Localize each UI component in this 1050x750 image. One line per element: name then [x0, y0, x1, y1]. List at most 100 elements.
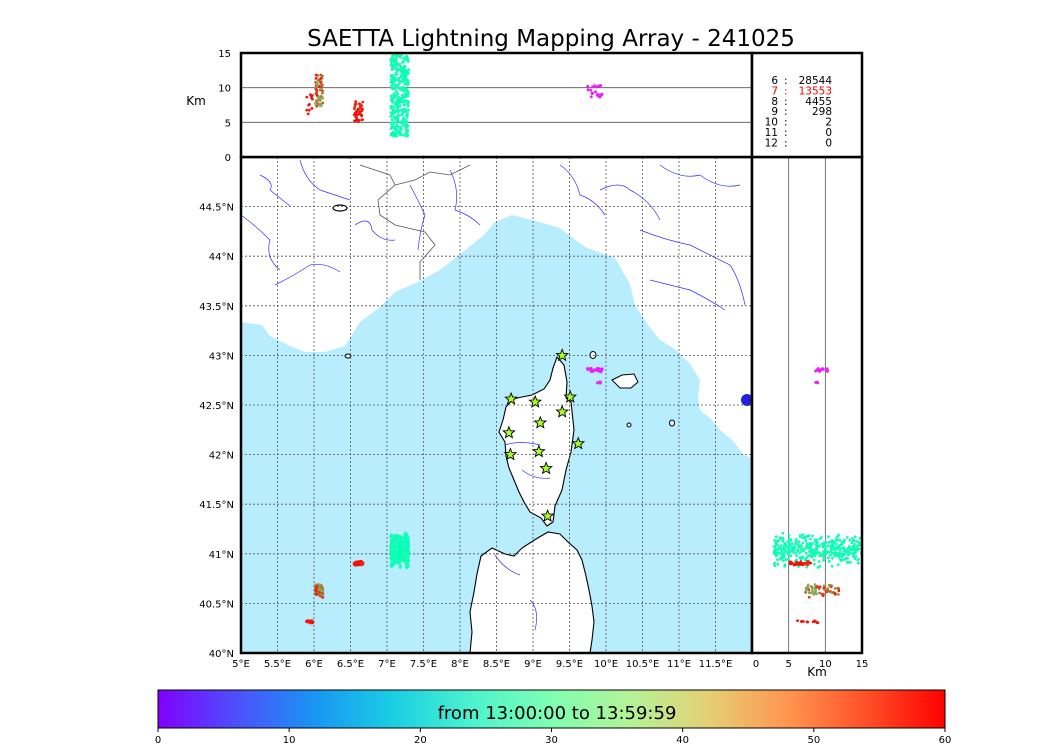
lightning-source: [406, 57, 410, 61]
source-count-value: 28544: [799, 75, 833, 87]
lightning-source: [801, 563, 805, 567]
lightning-source: [400, 108, 403, 112]
map-panel: [239, 155, 754, 655]
top-altitude-tick: 5: [225, 118, 231, 129]
lightning-source: [787, 553, 791, 557]
side-altitude-tick-labels: 0 5 10 15: [753, 659, 869, 670]
lightning-source: [803, 535, 807, 538]
lightning-source: [838, 549, 842, 553]
lat-tick-label: 44.5°N: [199, 203, 234, 214]
lightning-source: [851, 555, 855, 559]
lightning-source: [354, 100, 358, 103]
borders: [359, 164, 471, 280]
lightning-source: [305, 108, 309, 112]
source-count-value: 0: [825, 127, 832, 139]
lightning-source: [798, 534, 802, 537]
lightning-source: [823, 552, 827, 556]
lightning-source: [391, 54, 395, 58]
source-count-separator: :: [784, 117, 788, 129]
lightning-source: [359, 103, 363, 107]
lightning-source: [824, 369, 828, 372]
lightning-source: [804, 557, 808, 561]
lightning-source: [820, 536, 823, 539]
lightning-source: [787, 558, 790, 561]
lon-tick-label: 7°E: [378, 659, 396, 670]
lightning-source: [798, 562, 802, 565]
top-altitude-tick: 15: [218, 49, 231, 60]
lightning-source: [389, 94, 393, 98]
lightning-source: [392, 105, 396, 109]
side-altitude-tick: 5: [785, 659, 791, 670]
top-altitude-tick: 0: [225, 153, 231, 164]
lightning-source: [778, 536, 782, 540]
lightning-source: [815, 547, 818, 551]
lightning-source: [816, 566, 820, 569]
lightning-source: [814, 590, 817, 594]
source-count-separator: :: [784, 96, 788, 108]
lightning-source: [802, 620, 805, 623]
lightning-source: [315, 82, 319, 86]
colorbar-tick-label: 0: [155, 735, 161, 746]
lightning-source: [406, 104, 410, 108]
lightning-source: [305, 95, 309, 99]
lightning-source: [403, 110, 407, 114]
station-marker: [555, 348, 570, 362]
lon-altitude-panel: [239, 51, 754, 159]
lightning-source: [851, 544, 855, 548]
lightning-source: [406, 79, 410, 82]
lightning-source: [399, 65, 403, 69]
station-marker: [531, 444, 546, 458]
lightning-source: [397, 544, 401, 548]
lightning-source: [394, 557, 398, 561]
lon-tick-label: 10.5°E: [626, 659, 660, 670]
lon-tick-label: 8°E: [451, 659, 469, 670]
lightning-source: [401, 79, 404, 83]
lat-tick-label: 43.5°N: [199, 302, 234, 313]
station-marker: [504, 391, 518, 405]
lightning-source: [398, 62, 402, 66]
lightning-source: [776, 558, 779, 561]
lightning-source: [390, 60, 393, 64]
lightning-source: [394, 535, 398, 539]
lightning-source: [812, 593, 816, 596]
lightning-source: [814, 620, 817, 623]
elba-island: [611, 373, 639, 389]
lightning-source: [847, 549, 850, 553]
lightning-source: [404, 131, 407, 135]
lightning-source: [405, 55, 409, 58]
lightning-source: [806, 586, 810, 590]
lightning-source: [848, 551, 852, 555]
lightning-source: [823, 550, 827, 553]
lightning-source: [406, 68, 410, 72]
lightning-source: [394, 63, 397, 66]
lightning-source: [822, 586, 826, 590]
lightning-source: [817, 587, 821, 590]
top-altitude-tick: 10: [218, 84, 231, 95]
lightning-source: [841, 546, 845, 550]
lightning-source: [598, 93, 602, 97]
lon-altitude-sources: [305, 53, 604, 138]
lightning-source: [811, 542, 814, 545]
lightning-source: [394, 76, 398, 80]
lightning-source: [803, 562, 807, 566]
lightning-source: [787, 534, 791, 537]
lightning-source: [773, 564, 777, 568]
colorbar-tick-labels: 0 10 20 30 40 50 60: [155, 728, 951, 746]
lightning-source: [394, 72, 398, 75]
lightning-source: [814, 540, 817, 544]
corsica-island: [498, 355, 575, 527]
lightning-source: [830, 540, 834, 543]
lightning-source: [317, 84, 321, 88]
latitude-tick-labels: 40°N 40.5°N 41°N 41.5°N 42°N 42.5°N 43°N 43.5°N…: [199, 203, 234, 660]
station-marker: [503, 447, 518, 461]
longitude-tick-labels: 5°E 5.5°E 6°E 6.5°E 7°E 7.5°E 8°E 8.5°E 9°E 9.5°E…: [232, 659, 732, 670]
lightning-source: [404, 547, 408, 551]
colorbar-tick-label: 10: [283, 735, 296, 746]
lightning-source: [394, 560, 399, 565]
lightning-source: [393, 110, 397, 113]
lightning-source: [391, 100, 394, 104]
lightning-source: [795, 554, 798, 557]
lightning-source: [837, 587, 841, 590]
lightning-source: [855, 544, 859, 548]
lightning-source: [404, 128, 408, 131]
